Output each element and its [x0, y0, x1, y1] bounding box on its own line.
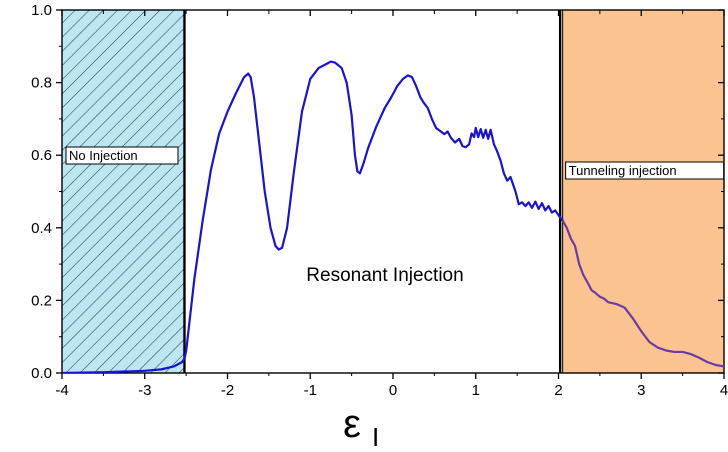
- y-tick-label: 0.0: [31, 365, 52, 382]
- series-line-tunneling-segment: [561, 219, 724, 368]
- vertical-lines-layer: [183, 10, 562, 373]
- x-tick-label: 1: [472, 382, 480, 399]
- region-label: No Injection: [69, 148, 138, 163]
- y-tick-label: 0.8: [31, 75, 52, 92]
- x-axis-label-subscript: I: [372, 422, 379, 452]
- x-tick-label: -4: [55, 382, 68, 399]
- y-tick-label: 0.2: [31, 292, 52, 309]
- axes-layer: -4 -3 -2 -1 0 1 2 3 4 0.0 0.2 0.4 0.6 0.8 1.0: [31, 2, 728, 399]
- region-shading: [562, 10, 724, 373]
- region-label-box: [65, 146, 179, 165]
- region-hatching: [62, 10, 185, 373]
- x-tick-label: -2: [221, 382, 234, 399]
- x-tick-label: 0: [389, 382, 397, 399]
- region-label: Tunneling injection: [569, 163, 677, 178]
- x-tick-label: 2: [554, 382, 562, 399]
- series-layer: [62, 60, 724, 373]
- x-tick-label: 3: [637, 382, 645, 399]
- annotation-text: Resonant Injection: [306, 265, 463, 286]
- y-tick-label: 1.0: [31, 2, 52, 19]
- labels-layer: ε I No Injection Tunneling injection Resonan…: [65, 146, 725, 452]
- x-tick-label: -1: [304, 382, 317, 399]
- x-tick-label: -3: [138, 382, 151, 399]
- regions-layer: [61, 9, 725, 374]
- region-label-box: [565, 161, 725, 180]
- x-axis-label: ε: [343, 402, 361, 446]
- x-tick-label: 4: [720, 382, 728, 399]
- y-tick-label: 0.4: [31, 220, 52, 237]
- series-line: [62, 60, 564, 373]
- y-tick-label: 0.6: [31, 147, 52, 164]
